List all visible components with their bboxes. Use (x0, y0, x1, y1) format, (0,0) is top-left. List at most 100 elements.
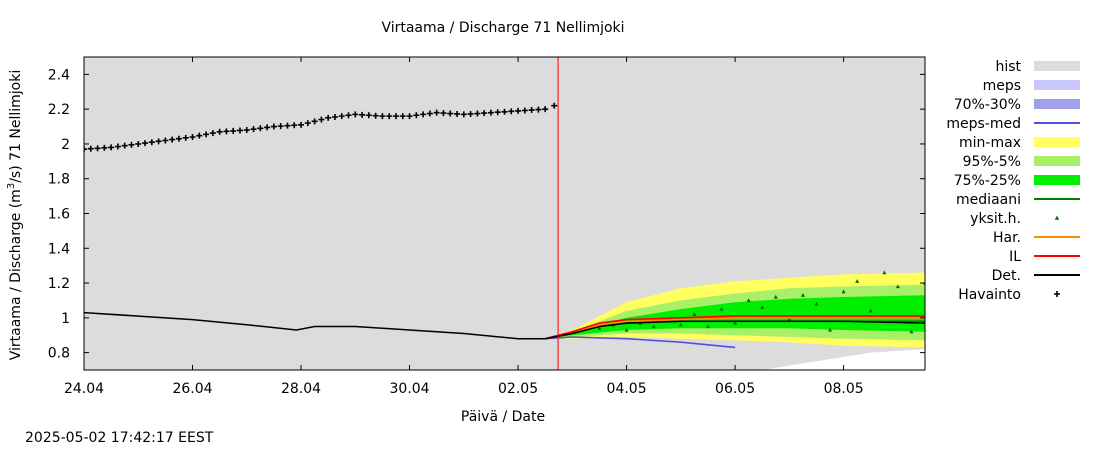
band-hist-lower (762, 349, 925, 370)
observation-point (535, 106, 542, 113)
observation-point (121, 142, 128, 149)
observation-point (84, 146, 87, 153)
observation-point (392, 113, 399, 120)
observation-point (257, 125, 264, 132)
y-axis-label: Virtaama / Discharge (m3/s) 71 Nellimjok… (6, 70, 24, 361)
observation-point (250, 126, 257, 133)
observation-point (284, 122, 291, 129)
y-axis-ticks: 0.8 1 1.2 1.4 1.6 1.8 2 2.2 2.4 (48, 67, 925, 362)
member-point (909, 329, 914, 334)
observation-point (182, 134, 189, 141)
y-tick-label: 1.2 (48, 276, 70, 292)
observation-point (454, 110, 461, 117)
observation-point (521, 107, 528, 114)
member-point (868, 308, 873, 313)
observation-point (142, 140, 149, 147)
observation-point (440, 110, 447, 117)
member-point (855, 279, 860, 283)
y-tick-label: 2 (61, 137, 70, 153)
observation-point (528, 107, 535, 114)
member-point (760, 305, 765, 309)
observation-point (399, 113, 406, 120)
x-tick-label: 06.05 (715, 381, 755, 397)
legend-swatch-obs (1054, 291, 1060, 297)
y-tick-label: 2.4 (48, 67, 70, 83)
observation-point (236, 127, 243, 134)
y-tick-label: 0.8 (48, 346, 70, 362)
legend-label-det: Det. (992, 268, 1021, 284)
member-point (651, 324, 656, 329)
observation-point (108, 144, 115, 151)
x-tick-label: 08.05 (824, 381, 864, 397)
member-point (678, 322, 683, 327)
observation-point (345, 112, 352, 119)
observation-point (338, 113, 345, 120)
legend-label-meps-70-30: 70%-30% (954, 97, 1021, 113)
observation-point (128, 141, 135, 148)
member-point (624, 327, 629, 332)
legend-label-p75-25: 75%-25% (954, 173, 1021, 189)
observation-point (291, 122, 298, 129)
legend-swatch-meps (1034, 80, 1080, 90)
observation-point (169, 136, 176, 143)
observation-point (203, 131, 210, 138)
observation-point (420, 111, 427, 118)
observation-point (386, 113, 393, 120)
y-tick-label: 2.2 (48, 102, 70, 118)
observation-point (189, 133, 196, 140)
observation-point (359, 111, 366, 118)
member-point (746, 298, 751, 303)
legend-label-il: IL (1009, 249, 1021, 265)
y-tick-label: 1 (61, 311, 70, 327)
observations (84, 102, 558, 153)
y-axis-label-tail: /s) 71 Nellimjoki (8, 70, 24, 183)
legend-swatch-min-max (1034, 137, 1080, 147)
observation-point (467, 110, 474, 117)
y-tick-label: 1.4 (48, 241, 70, 257)
legend-label-har: Har. (993, 230, 1021, 246)
member-point (828, 327, 833, 332)
observation-point (433, 109, 440, 116)
y-tick-label: 1.8 (48, 172, 70, 188)
observation-point (94, 145, 101, 152)
observation-point (487, 109, 494, 116)
observation-point (447, 110, 454, 117)
legend-label-p95-5: 95%-5% (963, 154, 1021, 170)
member-point (597, 326, 602, 330)
observation-point (406, 113, 413, 120)
observation-point (325, 114, 332, 121)
member-point (895, 284, 900, 289)
x-tick-label: 04.05 (607, 381, 647, 397)
legend: hist meps 70%-30% meps-med min-max 95%-5% 75%-… (946, 59, 1080, 303)
observation-point (426, 110, 433, 117)
member-point (814, 301, 819, 306)
y-axis-label-main: Virtaama / Discharge (m (8, 189, 24, 360)
legend-swatch-members (1054, 215, 1060, 220)
legend-label-members: yksit.h. (970, 211, 1021, 227)
timestamp: 2025-05-02 17:42:17 EEST (25, 430, 214, 446)
observation-point (216, 128, 223, 135)
member-point (773, 294, 778, 299)
observation-point (460, 111, 467, 118)
legend-label-meps: meps (983, 78, 1021, 94)
observation-point (331, 113, 338, 120)
observation-point (175, 135, 182, 142)
observation-point (298, 121, 305, 128)
legend-swatch-hist (1034, 61, 1080, 71)
observation-point (379, 113, 386, 120)
member-point (841, 289, 846, 294)
observation-point (162, 137, 169, 144)
line-meps-med (545, 336, 736, 349)
observation-point (196, 132, 203, 139)
observation-point (209, 130, 216, 137)
observation-point (481, 110, 488, 117)
observation-point (352, 111, 359, 118)
series-lines (84, 311, 925, 349)
observation-point (101, 144, 108, 151)
observation-point (501, 108, 508, 115)
observation-point (270, 123, 277, 130)
observation-point (413, 112, 420, 119)
member-point (705, 324, 710, 329)
chart-title: Virtaama / Discharge 71 Nellimjoki (381, 20, 624, 36)
observation-point (494, 109, 501, 116)
